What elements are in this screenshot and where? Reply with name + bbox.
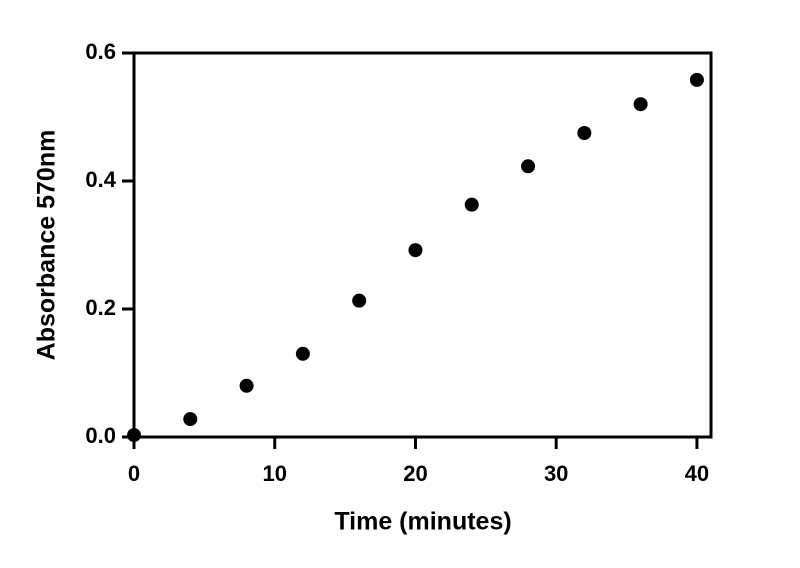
- y-tick-label: 0.6: [85, 39, 116, 64]
- y-axis-title: Absorbance 570nm: [33, 130, 61, 361]
- data-point: [577, 126, 592, 140]
- data-point: [239, 378, 254, 393]
- data-point: [633, 97, 648, 112]
- data-point: [521, 159, 536, 174]
- data-point: [408, 243, 423, 258]
- y-tick-label: 0.2: [85, 295, 116, 320]
- x-tick-label: 40: [685, 461, 709, 486]
- data-point: [127, 428, 141, 443]
- x-tick-label: 10: [262, 461, 286, 486]
- data-point: [689, 72, 704, 87]
- data-point: [352, 293, 367, 308]
- plot-frame: [132, 51, 713, 439]
- y-tick-label: 0.4: [85, 167, 116, 192]
- x-axis-title: Time (minutes): [334, 508, 511, 536]
- x-tick-label: 20: [403, 461, 427, 486]
- data-point: [183, 412, 198, 427]
- x-tick-label: 30: [544, 461, 568, 486]
- data-point: [295, 346, 310, 361]
- y-tick-label: 0.0: [85, 423, 116, 448]
- x-tick-label: 0: [128, 461, 140, 486]
- data-point: [464, 197, 479, 212]
